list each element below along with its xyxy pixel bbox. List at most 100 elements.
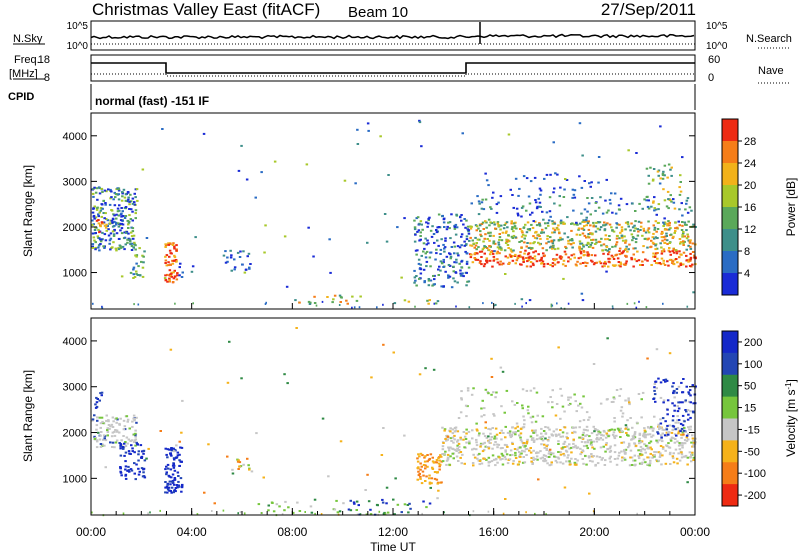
heatmap-cell <box>643 429 647 432</box>
heatmap-cell <box>442 266 445 268</box>
heatmap-cell <box>489 428 492 431</box>
heatmap-cell <box>454 223 458 226</box>
heatmap-cell <box>448 275 452 278</box>
heatmap-cell <box>599 446 603 449</box>
heatmap-cell <box>131 230 135 233</box>
heatmap-cell <box>522 261 525 263</box>
heatmap-cell <box>653 237 656 240</box>
heatmap-cell <box>369 508 372 511</box>
heatmap-cell <box>510 235 514 238</box>
heatmap-cell <box>631 202 634 205</box>
heatmap-cell <box>691 251 695 253</box>
heatmap-cell <box>615 434 618 437</box>
heatmap-cell <box>626 223 630 226</box>
heatmap-cell <box>425 221 428 224</box>
heatmap-cell <box>518 187 521 190</box>
heatmap-cell <box>172 271 175 274</box>
heatmap-cell <box>127 227 130 229</box>
heatmap-cell <box>482 432 485 435</box>
colorbar-block <box>722 207 738 230</box>
heatmap-cell <box>576 446 580 449</box>
heatmap-cell <box>610 428 614 431</box>
heatmap-cell <box>512 206 515 209</box>
heatmap-cell <box>403 217 406 220</box>
heatmap-cell <box>556 456 560 459</box>
heatmap-cell <box>121 195 124 198</box>
heatmap-cell <box>96 419 99 422</box>
heatmap-cell <box>464 438 468 440</box>
heatmap-cell <box>525 209 528 212</box>
heatmap-cell <box>465 428 468 431</box>
heatmap-cell <box>585 224 588 227</box>
heatmap-cell <box>166 456 169 459</box>
heatmap-cell <box>525 440 529 443</box>
heatmap-cell <box>133 192 136 195</box>
heatmap-cell <box>607 265 610 268</box>
heatmap-cell <box>488 224 491 227</box>
heatmap-cell <box>495 252 499 255</box>
heatmap-cell <box>469 227 473 230</box>
heatmap-cell <box>106 429 109 432</box>
heatmap-cell <box>643 427 646 430</box>
heatmap-cell <box>396 226 399 229</box>
heatmap-cell <box>112 213 115 216</box>
heatmap-cell <box>501 454 504 457</box>
heatmap-cell <box>686 305 689 308</box>
heatmap-cell <box>688 451 692 454</box>
colorbar-tick-label: -15 <box>744 424 760 436</box>
heatmap-cell <box>692 456 696 459</box>
heatmap-cell <box>656 170 660 173</box>
heatmap-cell <box>615 222 618 225</box>
heatmap-cell <box>559 257 563 260</box>
heatmap-cell <box>519 228 522 230</box>
heatmap-cell <box>211 510 213 512</box>
heatmap-cell <box>91 243 95 246</box>
heatmap-cell <box>551 304 554 307</box>
heatmap-cell <box>482 457 485 460</box>
heatmap-cell <box>563 426 567 429</box>
heatmap-cell <box>172 463 175 465</box>
heatmap-cell <box>439 260 443 263</box>
heatmap-cell <box>528 229 531 232</box>
colorbar-tick-label: 15 <box>744 403 756 415</box>
heatmap-cell <box>621 456 624 459</box>
heatmap-cell <box>137 467 140 470</box>
heatmap-cell <box>625 432 628 434</box>
heatmap-cell <box>587 202 591 205</box>
heatmap-cell <box>618 223 621 226</box>
heatmap-cell <box>509 255 513 258</box>
heatmap-cell <box>439 463 442 466</box>
heatmap-cell <box>180 460 183 463</box>
heatmap-cell <box>545 447 548 450</box>
heatmap-cell <box>100 187 103 190</box>
y-tick-label: 2000 <box>63 222 87 234</box>
heatmap-cell <box>653 209 656 212</box>
heatmap-cell <box>422 268 426 271</box>
heatmap-cell <box>272 510 276 513</box>
heatmap-cell <box>549 246 552 249</box>
heatmap-cell <box>114 429 117 431</box>
heatmap-cell <box>440 238 443 241</box>
heatmap-cell <box>167 242 170 245</box>
heatmap-cell <box>441 448 445 451</box>
heatmap-cell <box>408 502 411 505</box>
heatmap-cell <box>127 198 130 201</box>
heatmap-cell <box>135 188 139 191</box>
heatmap-cell <box>544 454 547 457</box>
heatmap-cell <box>500 429 503 432</box>
heatmap-cell <box>138 470 141 473</box>
heatmap-cell <box>534 231 538 234</box>
heatmap-cell <box>619 265 622 268</box>
heatmap-cell <box>135 416 138 419</box>
heatmap-cell <box>442 258 445 261</box>
heatmap-cell <box>670 174 673 177</box>
heatmap-cell <box>119 444 122 447</box>
colorbar-tick-label: 24 <box>744 158 756 170</box>
heatmap-cell <box>453 261 456 264</box>
heatmap-cell <box>589 224 592 227</box>
heatmap-cell <box>661 432 664 435</box>
heatmap-cell <box>586 429 589 432</box>
heatmap-cell <box>584 429 587 431</box>
heatmap-cell <box>327 475 330 478</box>
heatmap-cell <box>159 430 162 432</box>
